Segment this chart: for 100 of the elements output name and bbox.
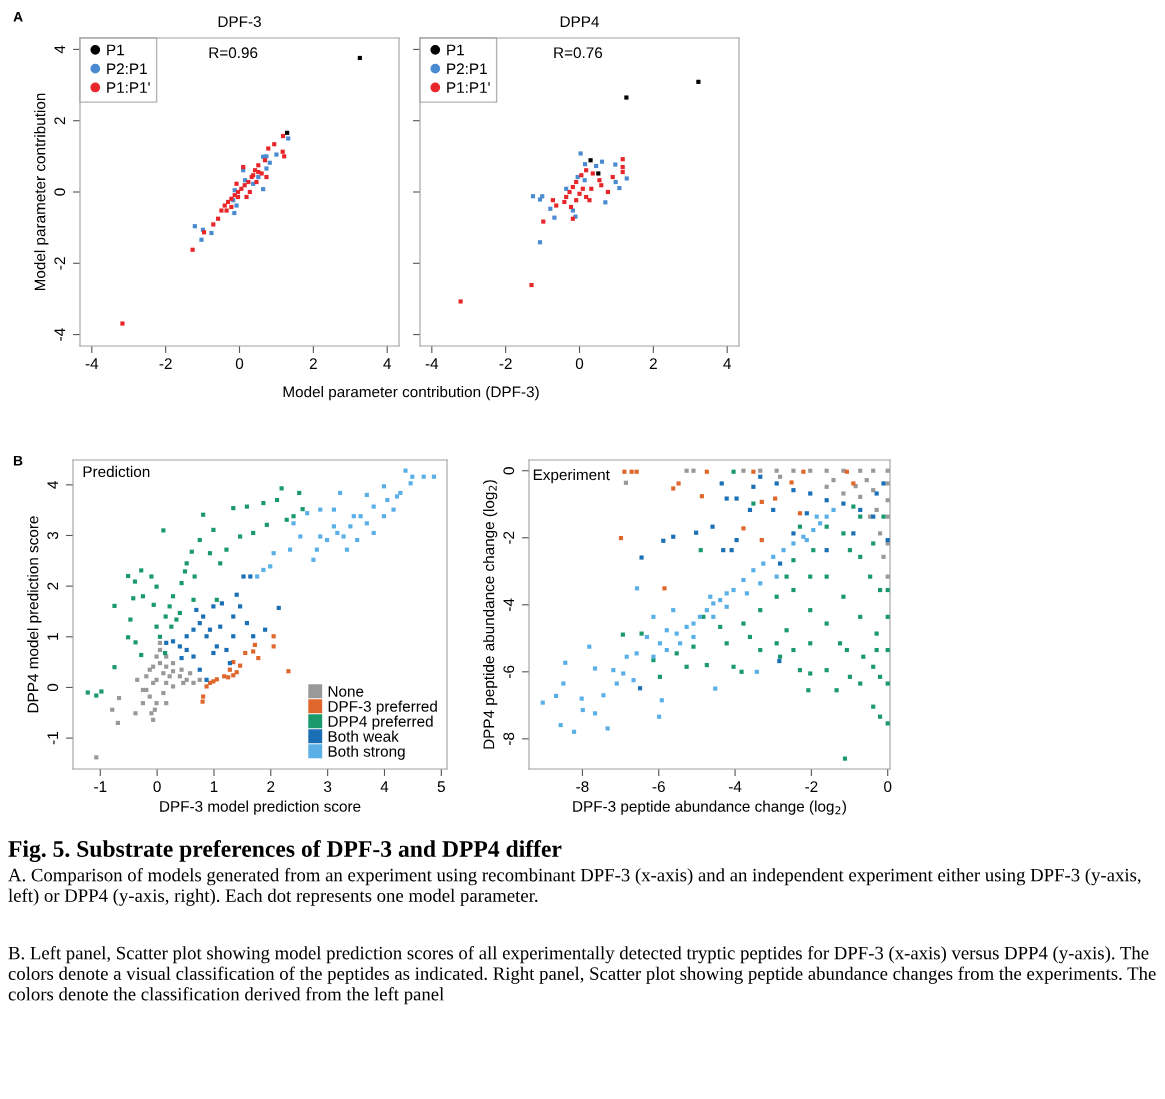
point: [759, 538, 764, 543]
point: [94, 755, 99, 760]
point: [139, 652, 144, 658]
point: [263, 627, 268, 632]
point: [163, 650, 168, 656]
point: [167, 674, 172, 679]
point: [188, 671, 193, 676]
legend-label: P1:P1': [107, 82, 150, 93]
point: [582, 162, 588, 167]
point: [161, 690, 166, 696]
point: [596, 171, 601, 176]
point: [244, 504, 250, 509]
point: [877, 531, 883, 536]
point: [570, 184, 575, 190]
annotation: Prediction: [83, 465, 150, 478]
point: [624, 95, 629, 100]
point: [224, 547, 229, 552]
point: [578, 151, 583, 156]
point: [235, 194, 241, 200]
point: [741, 526, 746, 531]
y-axis-title: DPP4 peptide abundance change (log$_{2}$): [483, 480, 498, 749]
point: [194, 607, 199, 613]
point: [99, 689, 104, 694]
point: [264, 166, 269, 171]
point: [268, 564, 273, 569]
legend-label: P1: [107, 44, 124, 56]
point: [671, 486, 676, 491]
point: [381, 484, 386, 489]
point: [410, 474, 415, 479]
point: [174, 617, 179, 622]
point: [247, 189, 252, 195]
point: [211, 650, 216, 656]
point: [580, 186, 585, 191]
point: [371, 530, 376, 536]
point: [537, 240, 543, 245]
point: [94, 693, 99, 698]
point: [331, 507, 336, 512]
point: [238, 534, 243, 539]
point: [256, 655, 261, 661]
text: A. Comparison of models generated from an experiment using recombinant DPF-3 (x-axis) and an independent experiment either using DPF-3 (y-axis, left) or DPP4 (y-axis, right). Each dot represents one model parameter.: [8, 868, 1141, 906]
point: [385, 497, 390, 503]
point: [261, 567, 266, 573]
point: [620, 169, 625, 175]
point: [251, 530, 256, 536]
point: [751, 484, 756, 489]
point: [403, 468, 408, 473]
point: [394, 494, 400, 499]
point: [408, 481, 413, 486]
point: [231, 614, 236, 619]
legend-label: Both strong: [328, 745, 405, 760]
point: [85, 690, 90, 695]
point: [179, 655, 184, 661]
point: [133, 640, 138, 645]
point: [696, 79, 701, 84]
point: [291, 514, 296, 519]
legend-label: P1:P1': [447, 82, 490, 93]
point: [568, 204, 574, 210]
x-tick-label: 0: [153, 781, 161, 793]
point: [192, 224, 197, 229]
y-axis-title: Model parameter contribution: [34, 93, 49, 291]
point: [184, 647, 189, 653]
x-tick-label: -2: [805, 781, 818, 792]
point: [344, 547, 350, 552]
point: [801, 469, 806, 474]
x-tick-label: 4: [383, 358, 391, 369]
annotation: R=0.76: [554, 47, 603, 59]
point: [458, 299, 463, 304]
point: [797, 511, 803, 516]
point: [391, 507, 396, 512]
point: [885, 481, 890, 486]
x-tick-label: 3: [323, 781, 332, 793]
point: [262, 158, 268, 163]
point: [747, 507, 753, 513]
x-tick-label: -6: [652, 781, 665, 793]
point: [357, 55, 362, 61]
point: [661, 538, 666, 543]
point: [550, 198, 555, 203]
x-tick-label: -4: [425, 358, 439, 369]
point: [284, 517, 289, 522]
x-tick-label: 4: [380, 781, 389, 792]
point: [791, 488, 796, 493]
y-tick-label: 2: [54, 117, 66, 125]
point: [758, 468, 763, 473]
x-tick-label: -1: [94, 781, 107, 792]
point: [154, 654, 159, 659]
point: [851, 531, 856, 536]
point: [541, 219, 546, 224]
point: [824, 484, 829, 489]
point: [584, 168, 589, 173]
x-tick-label: 0: [884, 781, 892, 793]
legend-label: P1: [447, 44, 464, 56]
point: [773, 496, 778, 501]
point: [214, 597, 219, 602]
point: [318, 534, 323, 539]
point: [662, 586, 667, 591]
point: [300, 507, 305, 512]
point: [634, 469, 639, 474]
x-tick-label: 2: [309, 358, 317, 369]
point: [164, 701, 169, 706]
point: [164, 680, 169, 685]
